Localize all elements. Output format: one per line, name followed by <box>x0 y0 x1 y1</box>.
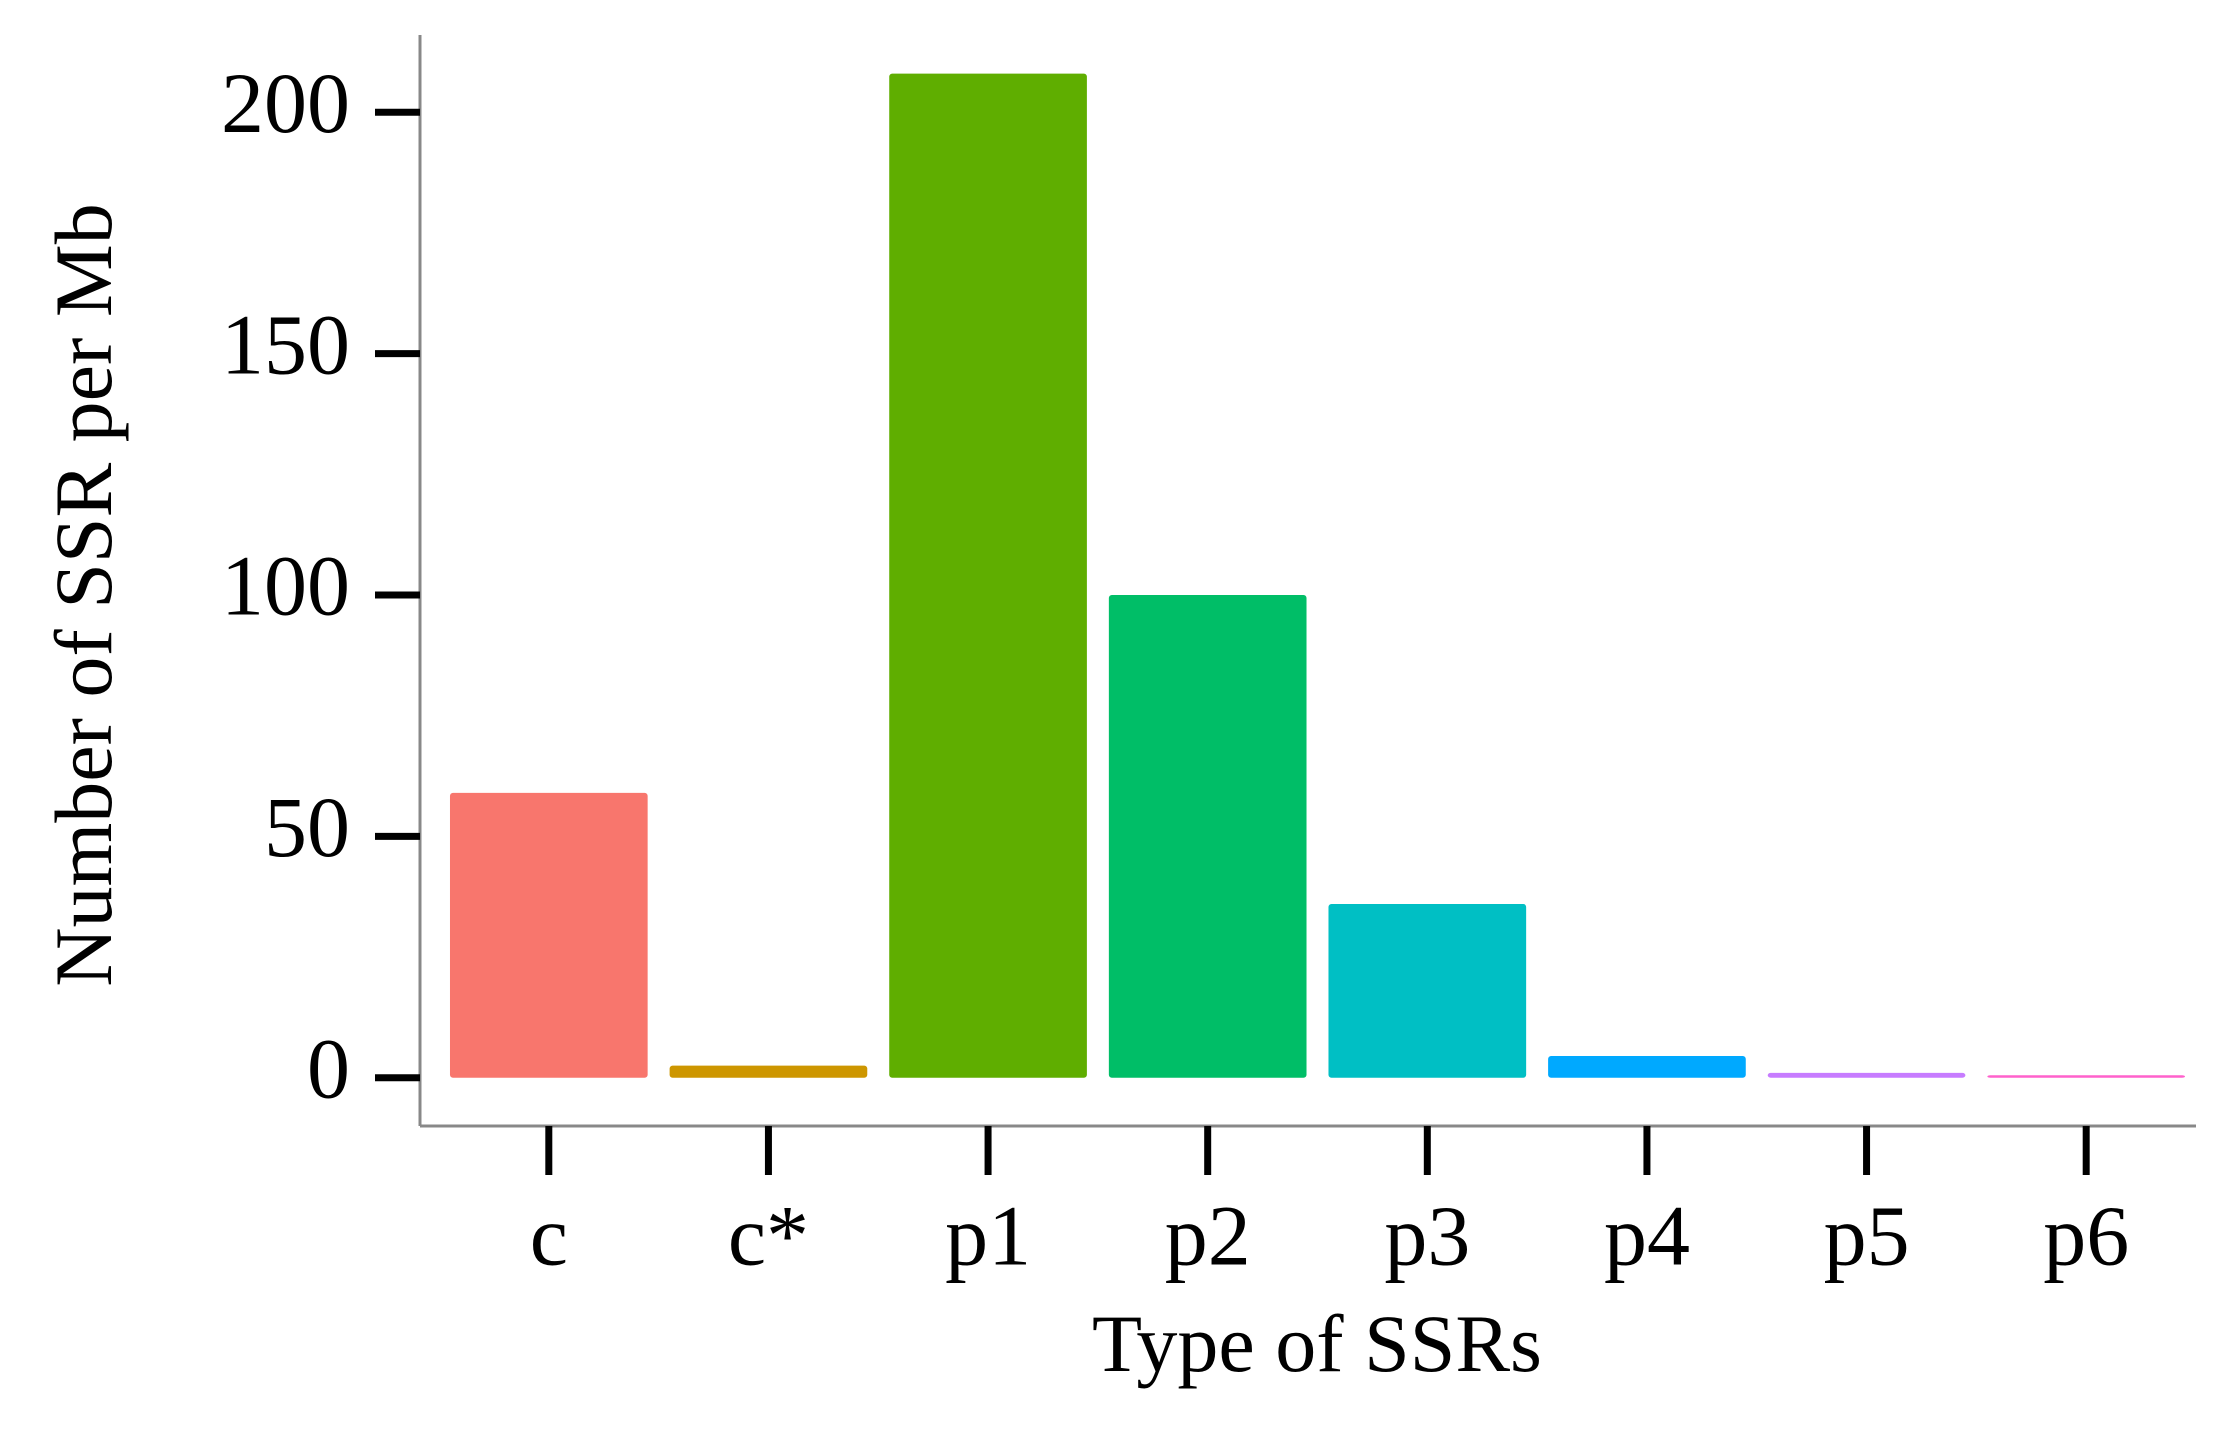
y-tick-label: 200 <box>221 55 350 151</box>
x-tick-label: p2 <box>1165 1188 1251 1284</box>
y-tick-label: 0 <box>307 1020 350 1116</box>
y-tick-label: 150 <box>221 296 350 392</box>
bar <box>669 1065 868 1078</box>
x-tick-label: c* <box>728 1188 809 1284</box>
x-tick-label: p5 <box>1824 1188 1910 1284</box>
x-axis-title: Type of SSRs <box>1092 1298 1542 1389</box>
x-tick-label: p1 <box>945 1188 1031 1284</box>
bar <box>1328 903 1527 1078</box>
x-tick-label: p4 <box>1604 1188 1690 1284</box>
x-tick-label: p3 <box>1384 1188 1470 1284</box>
bar <box>1548 1056 1746 1078</box>
x-tick-label: c <box>530 1188 568 1284</box>
bar <box>449 792 648 1078</box>
y-axis-title: Number of SSR per Mb <box>38 203 129 987</box>
x-tick-label: p6 <box>2043 1188 2129 1284</box>
bar <box>1767 1072 1966 1078</box>
bar <box>1987 1075 2186 1078</box>
y-tick-label: 50 <box>264 779 350 875</box>
y-tick-label: 100 <box>221 538 350 634</box>
bar <box>889 73 1087 1078</box>
bar <box>1108 594 1307 1078</box>
